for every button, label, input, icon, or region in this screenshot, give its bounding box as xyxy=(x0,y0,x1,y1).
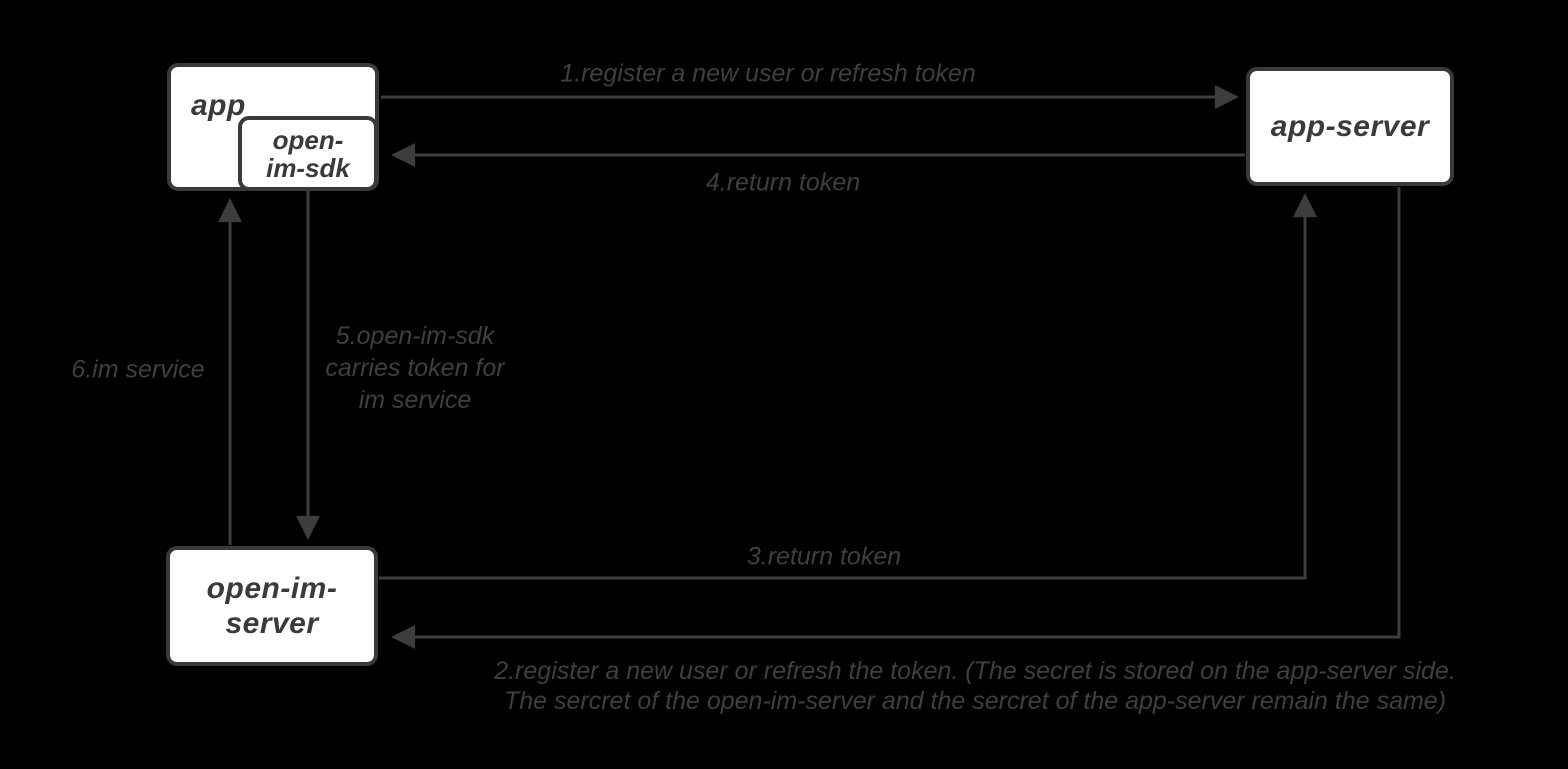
edge-label-sdk-carries-token: 5.open-im-sdk carries token for im servi… xyxy=(325,320,504,416)
node-app-server-label: app-server xyxy=(1270,109,1430,143)
node-app-label: app xyxy=(191,89,246,122)
edge-label-register-refresh-secret-line1: 2.register a new user or refresh the tok… xyxy=(494,657,1456,685)
edge-label-register-refresh-secret-line2: The sercret of the open-im-server and th… xyxy=(503,687,1447,715)
node-open-im-sdk: open- im-sdk xyxy=(238,116,378,191)
node-open-im-server: open-im- server xyxy=(166,546,378,666)
edge-label-sdk-carries-token-line3: im service xyxy=(358,386,472,414)
node-open-im-sdk-label-line1: open- xyxy=(272,124,344,155)
node-open-im-server-label-line1: open-im- xyxy=(206,572,338,605)
arrow-2-register-refresh xyxy=(391,187,1401,649)
node-app-server: app-server xyxy=(1246,67,1454,186)
edge-label-return-token-4: 4.return token xyxy=(705,168,861,197)
node-open-im-server-label-line2: server xyxy=(225,607,319,640)
edge-label-im-service: 6.im service xyxy=(71,355,205,384)
arrow-3-return-token xyxy=(379,193,1317,580)
edge-label-register-refresh-secret: 2.register a new user or refresh the tok… xyxy=(494,656,1456,716)
edge-label-sdk-carries-token-line2: carries token for xyxy=(325,354,505,382)
node-open-im-sdk-label-line2: im-sdk xyxy=(266,152,350,183)
edge-label-register-new-user: 1.register a new user or refresh token xyxy=(560,59,976,88)
edge-label-return-token-3: 3.return token xyxy=(746,542,902,571)
edge-label-sdk-carries-token-line1: 5.open-im-sdk xyxy=(335,322,495,350)
